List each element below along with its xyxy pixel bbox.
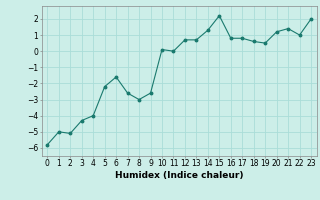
X-axis label: Humidex (Indice chaleur): Humidex (Indice chaleur) xyxy=(115,171,244,180)
